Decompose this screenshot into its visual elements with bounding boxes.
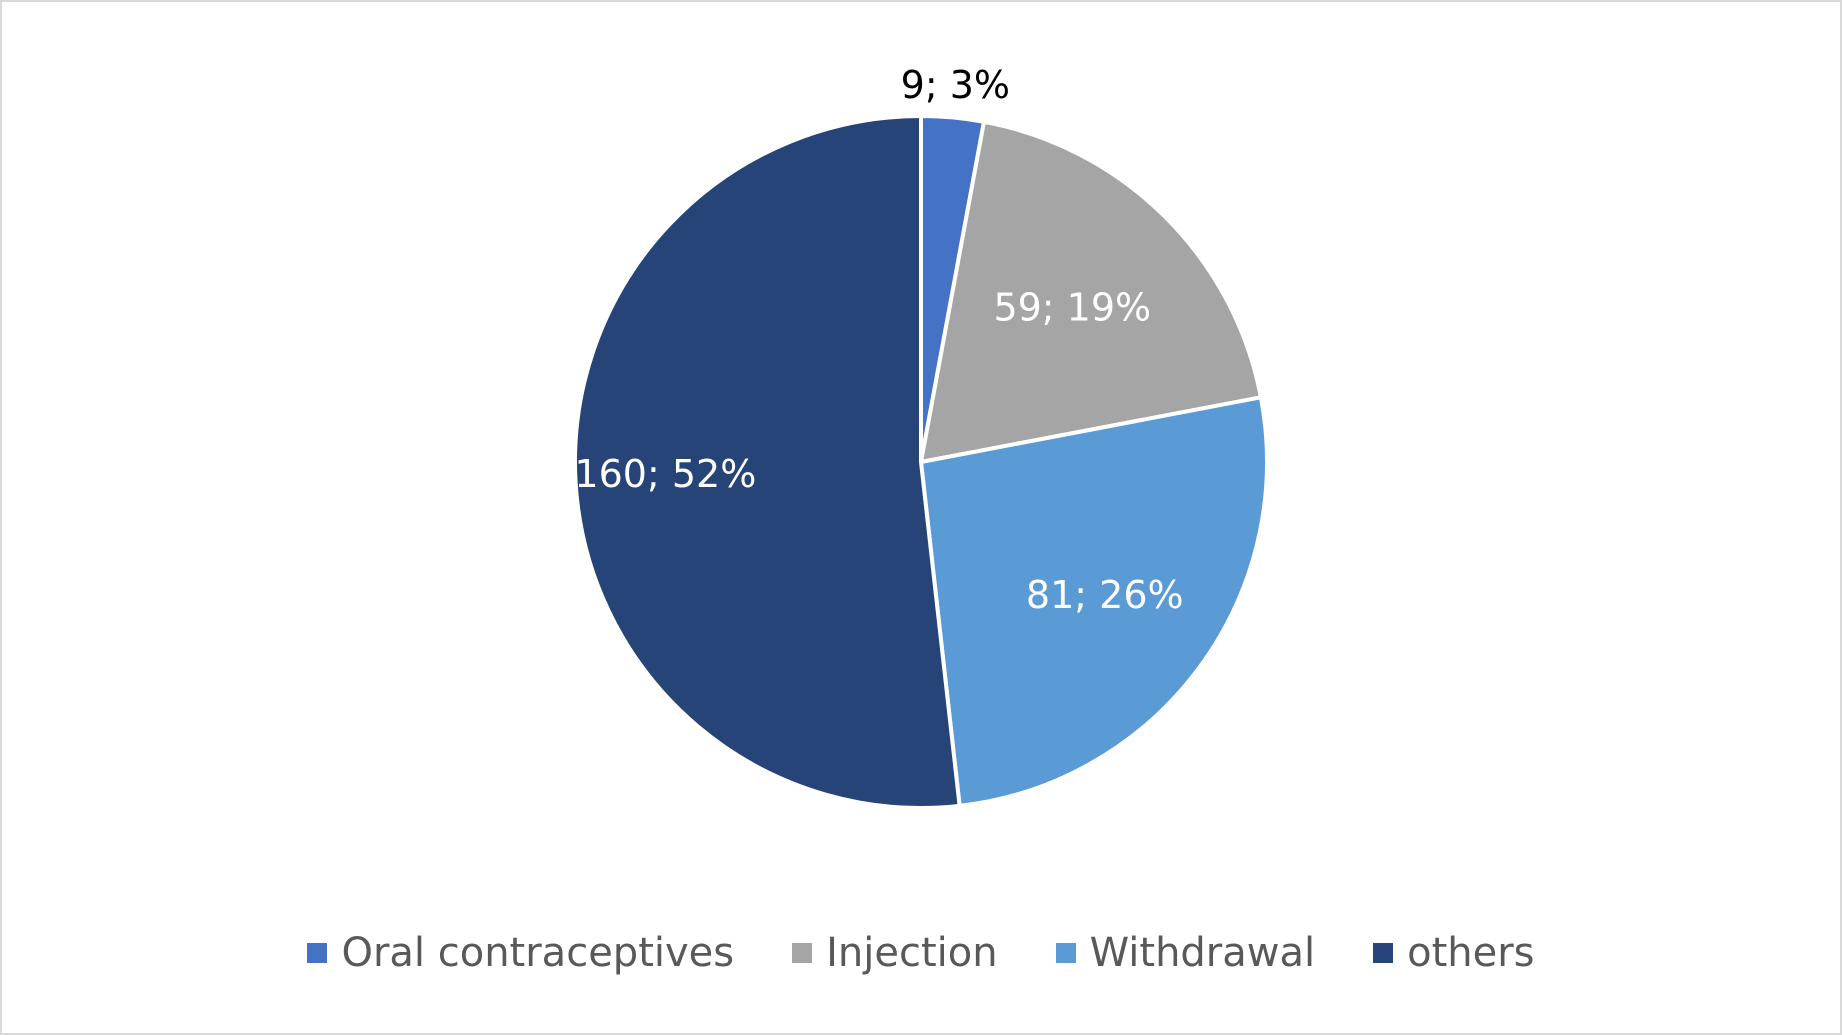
legend-item-others: others [1373,930,1535,976]
data-label-others: 160; 52% [574,452,756,496]
legend-swatch-oral-contraceptives [307,943,328,963]
legend-label-oral-contraceptives: Oral contraceptives [341,930,735,976]
data-label-injection: 59; 19% [993,285,1151,329]
legend-item-injection: Injection [792,930,998,976]
legend-label-injection: Injection [826,930,998,976]
legend-swatch-others [1373,943,1394,963]
pie-slice-others [573,114,962,810]
data-label-withdrawal: 81; 26% [1026,573,1184,617]
data-label-oral-contraceptives: 9; 3% [901,63,1010,107]
legend-label-others: others [1407,930,1535,976]
legend-swatch-injection [792,943,813,963]
legend-item-withdrawal: Withdrawal [1055,930,1316,976]
chart-legend: Oral contraceptives Injection Withdrawal… [0,930,1842,976]
pie-slice-injection [919,119,1263,464]
legend-item-oral-contraceptives: Oral contraceptives [307,930,734,976]
pie-slice-withdrawal [919,395,1269,808]
legend-swatch-withdrawal [1055,943,1076,963]
legend-label-withdrawal: Withdrawal [1089,930,1316,976]
